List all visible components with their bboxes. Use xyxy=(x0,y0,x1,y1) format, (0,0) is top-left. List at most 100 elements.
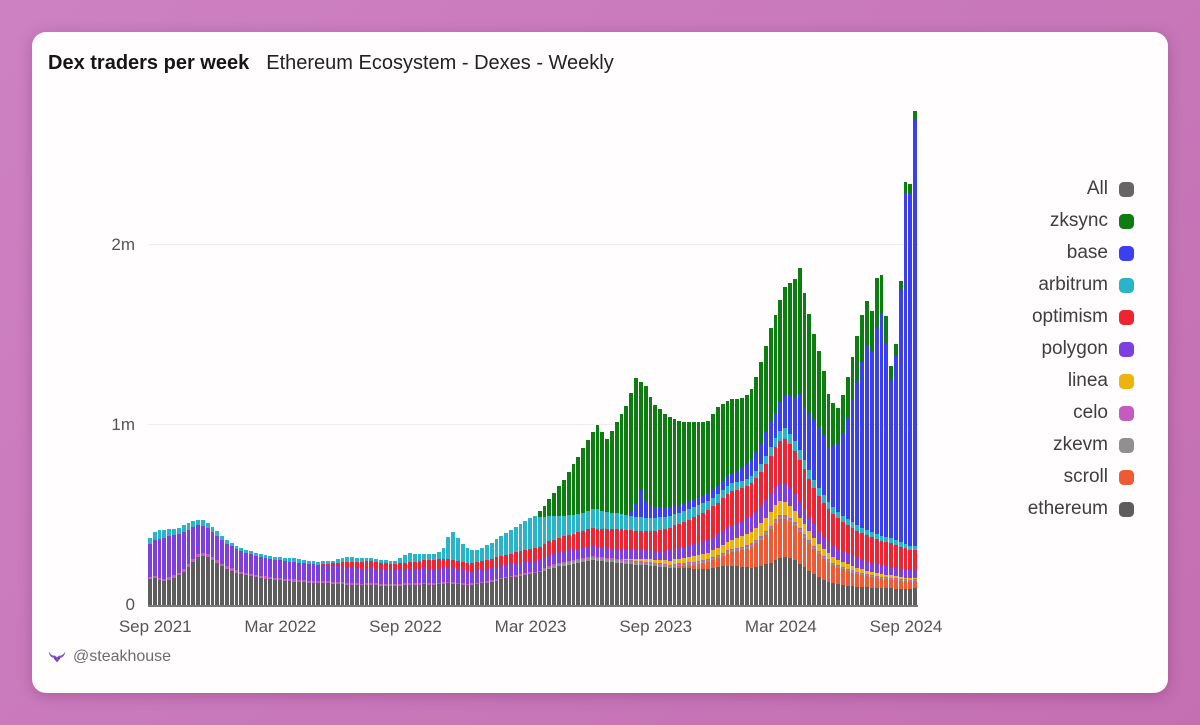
segment-base[interactable] xyxy=(821,436,826,496)
segment-zksync[interactable] xyxy=(884,315,889,343)
segment-arbitrum[interactable] xyxy=(215,531,220,536)
segment-zkevm[interactable] xyxy=(735,549,739,552)
segment-zksync[interactable] xyxy=(797,268,802,395)
segment-celo[interactable] xyxy=(672,563,677,565)
segment-optimism[interactable] xyxy=(845,525,850,555)
bar-week-136[interactable] xyxy=(802,110,807,605)
segment-scroll[interactable] xyxy=(715,558,720,568)
segment-scroll[interactable] xyxy=(865,576,869,588)
segment-polygon[interactable] xyxy=(277,560,282,579)
bar-week-32[interactable] xyxy=(302,110,306,605)
segment-optimism[interactable] xyxy=(711,506,715,537)
segment-optimism[interactable] xyxy=(658,529,662,551)
segment-ethereum[interactable] xyxy=(768,562,773,605)
segment-zkevm[interactable] xyxy=(595,558,600,561)
segment-base[interactable] xyxy=(706,493,711,502)
segment-base[interactable] xyxy=(865,346,869,530)
segment-celo[interactable] xyxy=(624,560,629,562)
segment-polygon[interactable] xyxy=(619,550,624,560)
segment-arbitrum[interactable] xyxy=(759,463,763,472)
segment-zksync[interactable] xyxy=(571,464,576,515)
segment-optimism[interactable] xyxy=(446,559,451,568)
segment-arbitrum[interactable] xyxy=(773,438,778,448)
bar-week-117[interactable] xyxy=(711,110,715,605)
bar-week-66[interactable] xyxy=(465,110,470,605)
segment-zksync[interactable] xyxy=(605,438,609,512)
segment-arbitrum[interactable] xyxy=(210,527,215,533)
segment-optimism[interactable] xyxy=(595,528,600,547)
segment-scroll[interactable] xyxy=(903,581,908,589)
segment-base[interactable] xyxy=(749,459,754,477)
segment-celo[interactable] xyxy=(585,556,590,559)
segment-linea[interactable] xyxy=(759,523,763,537)
segment-arbitrum[interactable] xyxy=(629,515,634,530)
segment-ethereum[interactable] xyxy=(162,580,167,605)
segment-zksync[interactable] xyxy=(836,407,840,444)
segment-arbitrum[interactable] xyxy=(446,536,451,560)
segment-polygon[interactable] xyxy=(638,550,643,560)
segment-polygon[interactable] xyxy=(287,561,292,580)
legend-item-base[interactable]: base xyxy=(1067,242,1134,264)
segment-ethereum[interactable] xyxy=(807,570,812,605)
bar-week-97[interactable] xyxy=(614,110,619,605)
segment-celo[interactable] xyxy=(441,581,446,584)
segment-celo[interactable] xyxy=(667,564,672,566)
segment-arbitrum[interactable] xyxy=(831,507,836,514)
segment-celo[interactable] xyxy=(253,574,258,578)
segment-scroll[interactable] xyxy=(730,552,735,566)
segment-optimism[interactable] xyxy=(412,561,417,570)
segment-ethereum[interactable] xyxy=(191,561,196,605)
segment-celo[interactable] xyxy=(282,578,287,581)
segment-arbitrum[interactable] xyxy=(326,561,330,564)
segment-optimism[interactable] xyxy=(778,441,783,484)
segment-ethereum[interactable] xyxy=(643,565,648,605)
segment-optimism[interactable] xyxy=(470,562,475,571)
segment-linea[interactable] xyxy=(807,531,812,541)
segment-optimism[interactable] xyxy=(788,444,792,489)
segment-celo[interactable] xyxy=(682,562,686,564)
segment-zksync[interactable] xyxy=(672,418,677,507)
segment-arbitrum[interactable] xyxy=(359,557,364,563)
segment-scroll[interactable] xyxy=(889,579,893,589)
segment-celo[interactable] xyxy=(735,548,739,550)
bar-week-71[interactable] xyxy=(489,110,494,605)
segment-arbitrum[interactable] xyxy=(239,547,244,552)
bar-week-22[interactable] xyxy=(253,110,258,605)
bar-week-70[interactable] xyxy=(484,110,489,605)
segment-celo[interactable] xyxy=(634,560,638,563)
segment-polygon[interactable] xyxy=(494,567,499,579)
segment-optimism[interactable] xyxy=(648,530,653,551)
segment-polygon[interactable] xyxy=(456,569,460,583)
segment-scroll[interactable] xyxy=(908,581,913,590)
segment-celo[interactable] xyxy=(335,581,340,584)
segment-base[interactable] xyxy=(792,397,797,441)
segment-polygon[interactable] xyxy=(407,568,412,584)
segment-polygon[interactable] xyxy=(321,565,326,582)
segment-celo[interactable] xyxy=(383,583,388,586)
segment-polygon[interactable] xyxy=(162,538,167,579)
segment-ethereum[interactable] xyxy=(913,587,917,605)
segment-arbitrum[interactable] xyxy=(200,520,205,526)
bar-week-17[interactable] xyxy=(229,110,234,605)
segment-polygon[interactable] xyxy=(191,527,196,559)
segment-polygon[interactable] xyxy=(422,568,427,583)
segment-ethereum[interactable] xyxy=(662,567,667,605)
segment-arbitrum[interactable] xyxy=(682,511,686,522)
segment-linea[interactable] xyxy=(754,527,759,541)
segment-ethereum[interactable] xyxy=(725,565,730,605)
segment-ethereum[interactable] xyxy=(277,580,282,605)
segment-ethereum[interactable] xyxy=(605,561,609,605)
segment-ethereum[interactable] xyxy=(494,580,499,605)
bar-week-35[interactable] xyxy=(316,110,321,605)
bar-week-126[interactable] xyxy=(754,110,759,605)
segment-polygon[interactable] xyxy=(595,546,600,557)
segment-polygon[interactable] xyxy=(369,568,374,584)
segment-celo[interactable] xyxy=(359,583,364,586)
segment-ethereum[interactable] xyxy=(836,584,840,605)
segment-polygon[interactable] xyxy=(677,547,682,559)
segment-linea[interactable] xyxy=(831,556,836,563)
segment-celo[interactable] xyxy=(691,561,696,563)
segment-scroll[interactable] xyxy=(773,523,778,560)
segment-celo[interactable] xyxy=(826,559,831,561)
segment-arbitrum[interactable] xyxy=(398,557,403,564)
